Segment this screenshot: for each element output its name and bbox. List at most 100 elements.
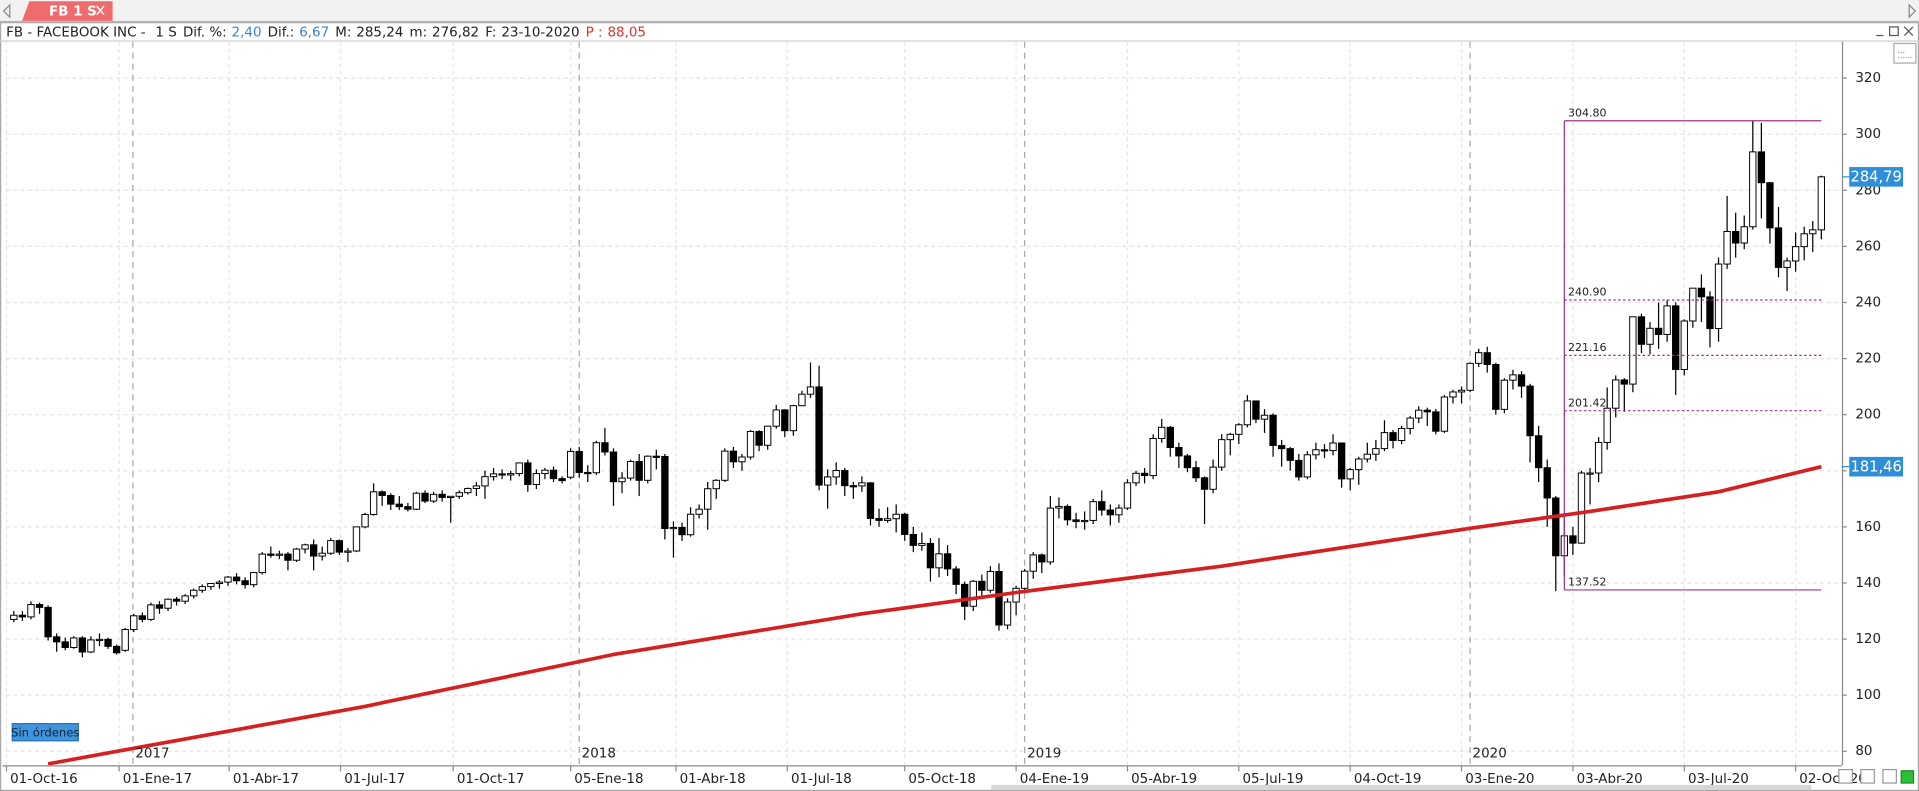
candle-down	[438, 493, 446, 498]
candle-up	[10, 614, 18, 620]
header-item-label: Dif.:	[268, 25, 295, 40]
candle-up	[832, 470, 840, 478]
orders-button-label[interactable]: Sin órdenes	[11, 725, 79, 739]
candle-up	[1226, 433, 1234, 441]
year-label: 2017	[135, 747, 169, 762]
candle-up	[704, 488, 712, 510]
candle-up	[986, 570, 995, 591]
candle-up	[215, 581, 224, 585]
candle-up	[969, 580, 977, 607]
fib-level-label: 221.16	[1568, 341, 1606, 354]
close-button[interactable]	[1903, 26, 1914, 36]
candle-up	[695, 508, 703, 515]
candle-down	[609, 451, 618, 483]
candle-up	[1783, 260, 1791, 268]
candle-down	[1140, 472, 1149, 477]
candle-down	[875, 517, 883, 521]
year-label: 2018	[582, 747, 616, 762]
candle-up	[1012, 587, 1020, 603]
candle-up	[1029, 554, 1037, 572]
x-tick-label: 03-Abr-20	[1577, 772, 1643, 787]
candle-down	[841, 470, 849, 487]
header-item-value: 2,40	[232, 25, 262, 40]
tab[interactable]	[22, 1, 113, 21]
candle-up	[507, 473, 515, 476]
tab-scroll-left[interactable]	[2, 3, 11, 19]
tab-scroll-right[interactable]	[1908, 3, 1917, 19]
candle-up	[87, 639, 95, 653]
candle-down	[1277, 445, 1286, 450]
candle-up	[1594, 441, 1603, 474]
candle-down	[1038, 554, 1046, 563]
candle-down	[1620, 379, 1628, 385]
candle-down	[1192, 467, 1200, 479]
candle-up	[1355, 458, 1363, 471]
candle-up	[1003, 601, 1012, 626]
candle-down	[1072, 519, 1080, 523]
bottom-toolbar	[1838, 768, 1915, 784]
candle-up	[1809, 229, 1817, 235]
candle-up	[1260, 414, 1269, 420]
y-tick-label: 100	[1855, 688, 1881, 703]
y-tick-label: 120	[1855, 632, 1881, 647]
plot	[10, 120, 1826, 766]
candle-down	[155, 604, 164, 609]
candle-down	[755, 431, 763, 446]
header-item-label: F:	[485, 25, 496, 40]
tab-close[interactable]	[96, 5, 105, 16]
candle-up	[592, 442, 601, 474]
x-tick-label: 03-Jul-20	[1688, 772, 1749, 787]
candle-up	[489, 473, 498, 478]
candle-up	[1680, 320, 1688, 371]
candle-up	[1457, 389, 1466, 393]
candle-down	[395, 503, 403, 508]
candle-up	[1080, 519, 1089, 523]
candle-down	[335, 540, 344, 553]
x-tick-label: 05-Oct-18	[908, 772, 976, 787]
candle-up	[1363, 453, 1371, 460]
candle-up	[618, 477, 626, 483]
zoom-button[interactable]	[1838, 768, 1853, 784]
candle-down	[1200, 477, 1209, 490]
window-border	[0, 22, 1919, 791]
candle-up	[1380, 432, 1389, 450]
orders-button[interactable]	[11, 723, 79, 742]
candle-down	[61, 641, 69, 648]
candle-down	[1766, 182, 1774, 229]
candle-down	[678, 526, 686, 536]
save-button[interactable]	[1882, 768, 1897, 784]
tab-label[interactable]: FB 1 S	[49, 5, 97, 20]
candle-down	[232, 576, 241, 582]
candle-down	[901, 513, 909, 535]
candle-down	[78, 637, 87, 653]
candle-up	[823, 476, 832, 486]
header-item-value: 276,82	[432, 25, 479, 40]
candle-down	[1569, 535, 1577, 544]
x-tick-label: 05-Abr-19	[1131, 772, 1197, 787]
scrollbar-thumb[interactable]	[991, 784, 1812, 790]
price-marker	[1849, 167, 1904, 187]
candle-down	[1654, 327, 1663, 335]
maximize-button[interactable]	[1889, 26, 1899, 37]
header-item-value: 6,67	[299, 25, 329, 40]
x-tick-label: 05-Jul-19	[1242, 772, 1303, 787]
candle-up	[429, 493, 438, 502]
y-tick-label: 260	[1855, 239, 1881, 254]
candle-up	[1046, 507, 1055, 563]
candle-down	[575, 450, 583, 473]
candle-up	[344, 550, 352, 553]
candle-up	[1243, 400, 1252, 426]
candle-up	[27, 604, 35, 618]
panel-button[interactable]	[1893, 42, 1917, 64]
candle-down	[267, 553, 275, 556]
header-item-label: Dif. %:	[183, 25, 227, 40]
candle-up	[1500, 379, 1509, 410]
candle-up	[515, 462, 523, 475]
candle-down	[961, 583, 969, 607]
candle-down	[241, 580, 249, 586]
candle-down	[584, 471, 592, 475]
toolbar-button[interactable]	[1860, 768, 1875, 784]
candle-down	[781, 409, 789, 432]
header-item-label: M:	[335, 25, 351, 40]
